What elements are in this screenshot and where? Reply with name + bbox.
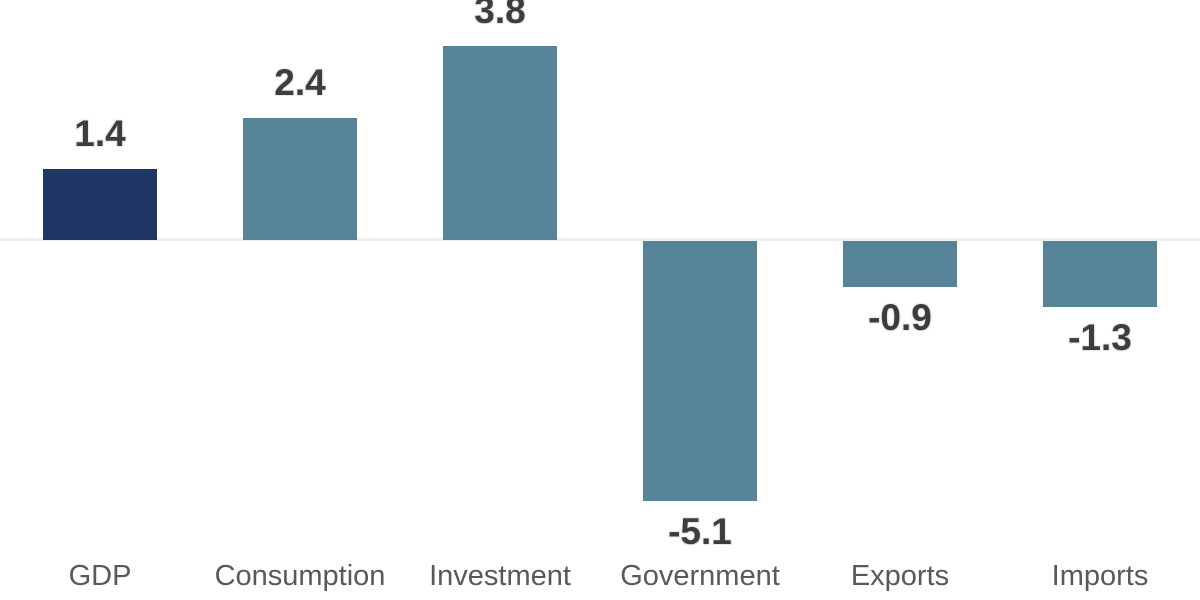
category-label-exports: Exports [850,560,950,592]
value-label-investment: 3.8 [474,0,526,32]
value-label-exports: -0.9 [868,296,932,338]
value-label-imports: -1.3 [1068,317,1132,359]
value-label-consumption: 2.4 [274,61,326,103]
category-label-consumption: Consumption [214,560,386,592]
bar-exports [843,241,957,287]
value-label-gdp: 1.4 [74,112,126,154]
bar-imports [1043,241,1157,308]
category-label-government: Government [620,560,780,592]
category-label-imports: Imports [1051,560,1149,592]
bar-gdp [43,168,157,240]
bar-consumption [243,117,357,240]
category-label-investment: Investment [429,560,571,592]
value-label-government: -5.1 [668,511,732,553]
category-label-gdp: GDP [68,560,132,592]
bar-investment [443,46,557,240]
bar-government [643,241,757,502]
zero-axis-line [0,238,1200,241]
